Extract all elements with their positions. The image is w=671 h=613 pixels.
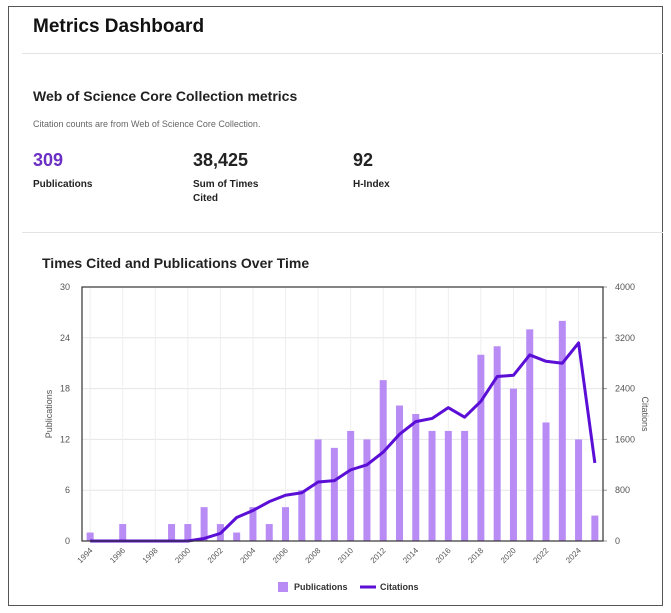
metric-label: H-Index	[353, 179, 390, 190]
section-title: Web of Science Core Collection metrics	[33, 88, 298, 104]
bar	[330, 447, 338, 541]
divider	[22, 53, 663, 54]
bar	[314, 439, 322, 541]
x-tick-label: 2004	[238, 546, 257, 565]
chart-title: Times Cited and Publications Over Time	[42, 255, 310, 271]
bar	[395, 405, 403, 541]
line	[90, 341, 597, 543]
y-tick-label: 0	[65, 536, 70, 546]
page-title: Metrics Dashboard	[33, 16, 205, 37]
bar	[282, 507, 290, 541]
bar	[428, 430, 436, 541]
metric-value: 92	[353, 150, 374, 170]
bar	[542, 422, 550, 541]
y2-axis-label: Citations	[640, 396, 650, 432]
bar	[265, 524, 273, 541]
divider	[22, 232, 663, 233]
bar	[493, 346, 501, 541]
bar	[363, 439, 371, 541]
x-tick-label: 2022	[531, 546, 550, 565]
bar	[526, 329, 534, 541]
x-tick-label: 1996	[108, 546, 127, 565]
y2-tick-label: 3200	[615, 333, 635, 343]
y-tick-label: 6	[65, 485, 70, 495]
y-tick-label: 24	[60, 333, 70, 343]
frame	[8, 6, 663, 606]
bar	[575, 439, 583, 541]
legend-label: Publications	[294, 582, 348, 592]
bar	[444, 430, 452, 541]
x-tick-label: 2006	[271, 546, 290, 565]
x-tick-label: 2002	[206, 546, 225, 565]
metric-value: 38,425	[193, 150, 249, 170]
x-tick-label: 2016	[434, 546, 453, 565]
bar	[379, 380, 387, 541]
bar	[168, 524, 176, 541]
metric-label: Sum of Times Cited	[193, 179, 259, 204]
bar	[509, 388, 517, 541]
x-tick-label: 2024	[564, 546, 583, 565]
bar	[591, 515, 599, 541]
section-note: Citation counts are from Web of Science …	[33, 119, 261, 129]
x-tick-label: 2014	[401, 546, 420, 565]
bar	[347, 430, 355, 541]
y2-tick-label: 800	[615, 485, 630, 495]
x-tick-label: 1998	[141, 546, 160, 565]
x-tick-label: 2012	[369, 546, 388, 565]
legend-swatch	[278, 582, 288, 592]
bar	[249, 507, 257, 541]
y2-tick-label: 0	[615, 536, 620, 546]
bar	[558, 320, 566, 541]
bar	[119, 524, 127, 541]
x-tick-label: 2020	[499, 546, 518, 565]
metric-value: 309	[33, 150, 64, 170]
plot-border	[81, 286, 604, 542]
bar	[86, 532, 94, 541]
bar	[461, 430, 469, 541]
metric-label: Publications	[33, 179, 93, 190]
x-tick-label: 2010	[336, 546, 355, 565]
x-tick-label: 2008	[304, 546, 323, 565]
bar	[200, 507, 208, 541]
bar	[477, 354, 485, 541]
legend-label: Citations	[380, 582, 419, 592]
bar	[184, 524, 192, 541]
x-tick-label: 2018	[466, 546, 485, 565]
y2-tick-label: 2400	[615, 384, 635, 394]
y-axis-label: Publications	[44, 389, 54, 438]
x-tick-label: 2000	[173, 546, 192, 565]
x-tick-label: 1994	[76, 546, 95, 565]
y2-tick-label: 1600	[615, 434, 635, 444]
bar	[412, 414, 420, 541]
bar	[298, 490, 306, 541]
bar	[233, 532, 241, 541]
y-tick-label: 30	[60, 282, 70, 292]
y2-tick-label: 4000	[615, 282, 635, 292]
y-tick-label: 12	[60, 434, 70, 444]
y-tick-label: 18	[60, 384, 70, 394]
